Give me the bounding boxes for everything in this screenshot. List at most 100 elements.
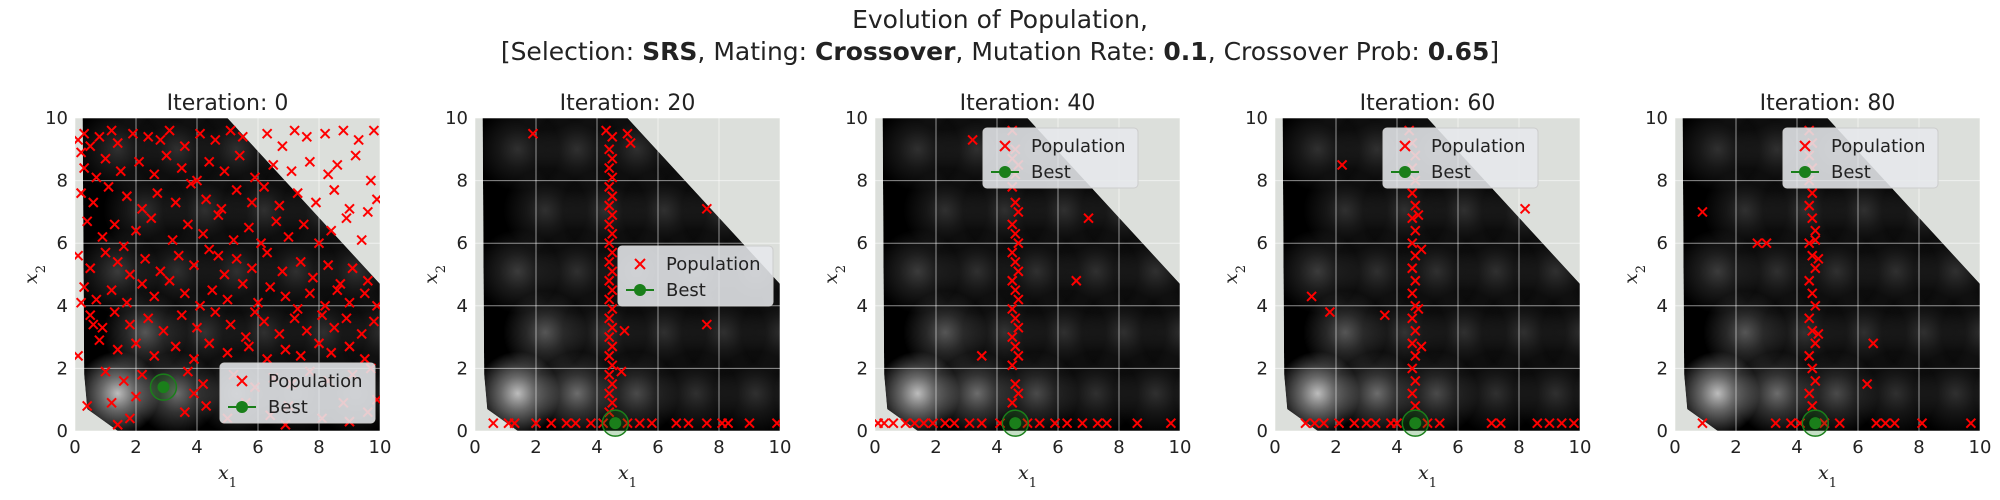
panel-title: Iteration: 80 (1760, 91, 1896, 116)
population-point (603, 256, 615, 268)
population-point (289, 125, 300, 136)
population-point (603, 275, 615, 286)
population-point (121, 297, 133, 308)
legend-population-marker (634, 258, 646, 270)
population-point (607, 191, 618, 202)
population-point (1803, 275, 1815, 286)
population-point (371, 194, 380, 205)
population-point (771, 417, 780, 429)
population-point (164, 275, 175, 286)
population-point (1007, 303, 1018, 315)
population-point (634, 417, 645, 429)
population-point (1013, 322, 1024, 333)
x-tick-label: 8 (713, 437, 724, 458)
population-point (603, 162, 615, 174)
population-point (1422, 417, 1433, 429)
x-tick-label: 0 (1269, 437, 1280, 458)
population-point (1077, 417, 1088, 429)
population-point (274, 328, 285, 340)
x-tick-label: 6 (652, 437, 663, 458)
population-point (124, 319, 136, 330)
population-point (341, 212, 352, 224)
population-point (1007, 360, 1018, 371)
population-point (1010, 378, 1021, 390)
population-point (246, 263, 258, 274)
population-point (1916, 417, 1928, 429)
population-point (1556, 417, 1567, 429)
population-point (200, 194, 212, 205)
y-tick-label: 4 (57, 296, 68, 317)
population-point (1810, 234, 1821, 246)
population-point (607, 284, 618, 296)
population-markers (1300, 125, 1580, 429)
population-point (298, 219, 309, 230)
x-tick-label: 6 (1852, 437, 1863, 458)
population-point (1407, 338, 1418, 349)
legend-best-marker (634, 284, 646, 296)
population-point (1770, 417, 1781, 429)
population-point (78, 128, 90, 139)
population-point (112, 256, 123, 268)
population-point (622, 417, 633, 429)
population-point (625, 137, 636, 149)
figure-title-part-7: 0.65 (1427, 37, 1490, 66)
population-point (1965, 417, 1977, 429)
figure-title-part-4: , Mutation Rate: (955, 37, 1164, 66)
y-tick-label: 2 (1257, 358, 1268, 379)
population-point (182, 219, 194, 230)
population-point (1410, 325, 1421, 337)
population-point (243, 341, 255, 352)
population-point (527, 128, 539, 139)
population-point (130, 225, 142, 236)
population-point (176, 162, 187, 174)
y-tick-label: 6 (1657, 233, 1668, 254)
population-point (1410, 350, 1421, 362)
figure-title-part-5: 0.1 (1163, 37, 1208, 66)
y-tick-label: 4 (1657, 296, 1668, 317)
population-point (88, 319, 99, 330)
population-point (1007, 247, 1018, 258)
population-point (607, 172, 618, 183)
figure-title-part-3: Crossover (815, 37, 956, 66)
population-point (1810, 263, 1821, 274)
population-point (607, 303, 618, 315)
population-point (237, 131, 248, 142)
population-point (1324, 306, 1336, 318)
y-tick-label: 0 (1257, 421, 1268, 442)
population-point (142, 313, 154, 324)
population-point (325, 225, 337, 236)
population-point (258, 181, 270, 193)
population-point (1306, 291, 1317, 302)
population-point (1803, 237, 1815, 249)
population-point (1807, 288, 1818, 299)
x-tick-label: 10 (369, 437, 392, 458)
legend-population-marker (999, 140, 1011, 152)
population-point (603, 144, 615, 155)
panel-2: Iteration: 40 0 2 4 6 8 10 0 2 4 6 8 10 x1 x2 Populatio… (820, 91, 1191, 491)
figure-title-line-1: Evolution of Population, (852, 5, 1148, 34)
population-point (106, 284, 117, 296)
population-point (1410, 275, 1421, 286)
population-point (112, 137, 123, 149)
population-point (353, 134, 364, 146)
y-tick-label: 8 (457, 171, 468, 192)
panel-3: Iteration: 60 0 2 4 6 8 10 0 2 4 6 8 10 x1 x2 Populatio… (1220, 91, 1591, 491)
population-point (1410, 225, 1421, 236)
y-tick-label: 0 (57, 421, 68, 442)
population-point (142, 131, 154, 142)
population-point (313, 338, 325, 349)
population-point (197, 378, 209, 390)
population-point (607, 378, 618, 390)
population-point (1413, 209, 1424, 221)
population-point (75, 250, 84, 261)
population-point (194, 300, 206, 312)
population-point (368, 125, 380, 136)
x-tick-label: 2 (530, 437, 541, 458)
population-point (234, 150, 245, 161)
population-point (292, 303, 303, 315)
population-point (322, 169, 334, 180)
population-point (103, 181, 114, 193)
population-point (1880, 417, 1891, 429)
population-point (918, 417, 930, 429)
